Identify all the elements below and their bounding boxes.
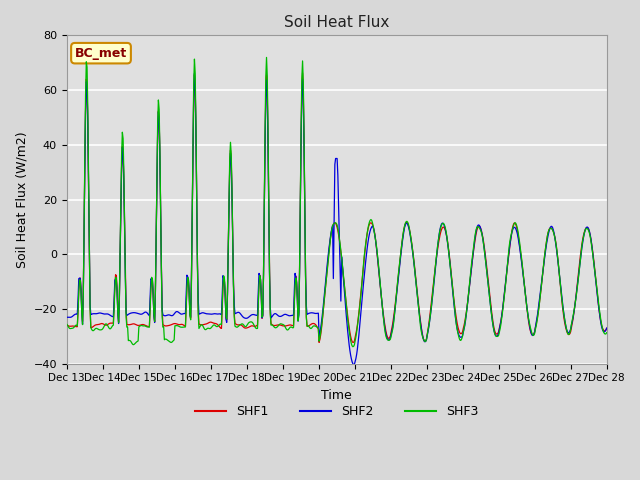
Title: Soil Heat Flux: Soil Heat Flux: [284, 15, 389, 30]
SHF2: [404, 222, 412, 228]
Line: SHF1: SHF1: [67, 73, 607, 343]
SHF3: [73, 323, 81, 328]
X-axis label: Time: Time: [321, 389, 352, 402]
SHF2: [63, 314, 70, 320]
SHF1: [183, 285, 191, 291]
SHF1: [299, 70, 307, 76]
SHF3: [183, 284, 191, 290]
SHF2: [350, 362, 358, 368]
SHF2: [191, 71, 198, 76]
SHF3: [404, 219, 412, 225]
SHF2: [603, 325, 611, 331]
SHF1: [404, 220, 412, 226]
Legend: SHF1, SHF2, SHF3: SHF1, SHF2, SHF3: [190, 400, 483, 423]
SHF3: [349, 344, 356, 349]
SHF1: [212, 321, 220, 326]
SHF1: [603, 325, 611, 331]
SHF2: [212, 311, 220, 317]
SHF3: [420, 336, 428, 342]
Line: SHF3: SHF3: [67, 58, 607, 347]
SHF3: [128, 341, 136, 347]
SHF2: [420, 336, 428, 342]
SHF3: [63, 321, 70, 327]
SHF1: [128, 321, 136, 327]
SHF1: [349, 340, 356, 346]
SHF2: [183, 272, 191, 278]
SHF1: [73, 324, 81, 330]
SHF3: [262, 55, 270, 60]
SHF3: [212, 323, 220, 329]
SHF2: [128, 310, 136, 316]
Y-axis label: Soil Heat Flux (W/m2): Soil Heat Flux (W/m2): [15, 131, 28, 268]
SHF3: [603, 330, 611, 336]
SHF2: [73, 311, 81, 317]
Line: SHF2: SHF2: [67, 73, 607, 365]
SHF1: [420, 336, 428, 342]
Text: BC_met: BC_met: [75, 47, 127, 60]
SHF1: [63, 323, 70, 328]
